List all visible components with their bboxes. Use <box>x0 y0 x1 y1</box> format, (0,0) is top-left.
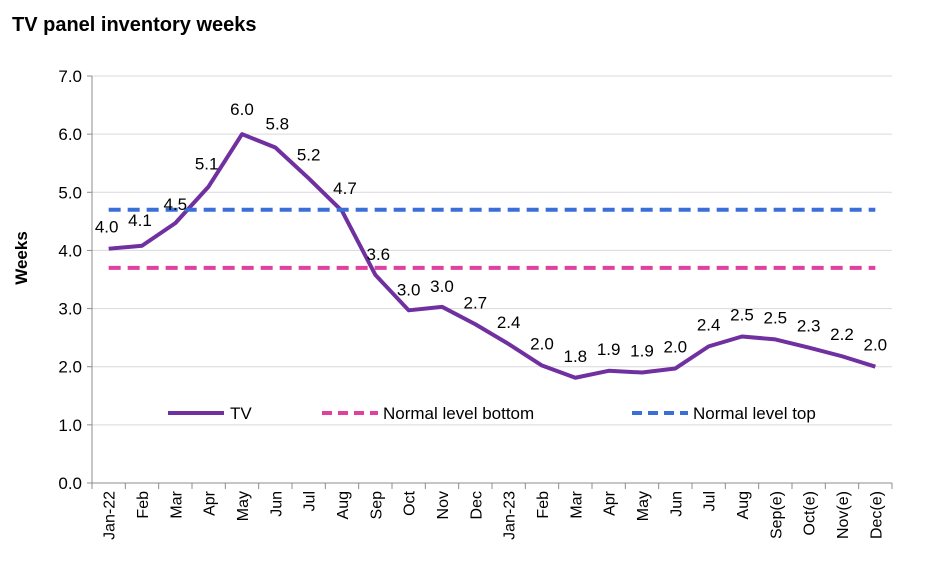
data-label: 2.5 <box>730 305 754 324</box>
data-label: 4.7 <box>333 179 357 198</box>
y-tick-label: 2.0 <box>58 358 82 377</box>
x-tick-label: Jan-22 <box>102 491 119 540</box>
axes <box>87 75 893 489</box>
x-tick-label: Jul <box>702 491 719 511</box>
data-label: 2.0 <box>530 335 554 354</box>
x-tick-label: Oct(e) <box>802 491 819 535</box>
x-tick-label: Feb <box>535 491 552 519</box>
x-tick-label: Jan-23 <box>502 491 519 540</box>
data-label: 2.4 <box>497 313 521 332</box>
data-label: 5.1 <box>195 154 219 173</box>
data-label: 1.8 <box>564 347 588 366</box>
data-label: 5.2 <box>297 145 321 164</box>
x-tick-label: Dec(e) <box>868 491 885 539</box>
legend-label: TV <box>230 404 252 423</box>
x-tick-label: Jun <box>668 491 685 517</box>
x-tick-label: Sep(e) <box>768 491 785 539</box>
legend: TV Normal level bottom Normal level top <box>168 404 816 423</box>
x-tick-label: Sep <box>368 491 385 520</box>
x-tick-label: Mar <box>168 490 185 518</box>
data-label: 2.4 <box>697 315 721 334</box>
series-line-0 <box>108 132 876 380</box>
x-tick-label: Dec <box>468 491 485 519</box>
data-label: 1.9 <box>597 340 621 359</box>
y-tick-label: 1.0 <box>58 416 82 435</box>
y-tick-label: 6.0 <box>58 125 82 144</box>
series-lines <box>108 132 876 380</box>
data-label: 2.3 <box>797 317 821 336</box>
data-label: 1.9 <box>630 342 654 361</box>
data-label: 2.2 <box>830 325 854 344</box>
x-tick-label: Apr <box>202 490 219 516</box>
data-label: 4.1 <box>128 211 152 230</box>
x-tick-label: Apr <box>602 490 619 516</box>
x-tick-label: Nov(e) <box>835 491 852 539</box>
x-tick-label: Feb <box>135 491 152 519</box>
y-tick-labels: 0.0 1.0 2.0 3.0 4.0 5.0 6.0 7.0 <box>58 67 82 493</box>
x-tick-label: Aug <box>735 491 752 519</box>
data-label: 2.0 <box>864 336 888 355</box>
legend-label: Normal level bottom <box>383 404 534 423</box>
x-tick-label: May <box>235 491 252 521</box>
x-tick-label: Jul <box>302 491 319 511</box>
y-tick-label: 7.0 <box>58 67 82 86</box>
y-tick-label: 5.0 <box>58 183 82 202</box>
x-tick-label: Aug <box>335 491 352 519</box>
x-tick-label: May <box>635 491 652 521</box>
data-labels: 4.0 4.1 4.5 5.1 6.0 5.8 5.2 4.7 3.6 3.0 3.0 2.7 2.4 2… <box>95 100 887 366</box>
data-label: 2.5 <box>764 308 788 327</box>
x-tick-labels: Jan-22 Feb Mar Apr May Jun Jul Aug Sep Oct Nov Dec J… <box>102 490 886 540</box>
data-label: 4.0 <box>95 218 119 237</box>
x-tick-label: Nov <box>435 491 452 519</box>
data-label: 4.5 <box>164 195 188 214</box>
data-label: 2.7 <box>464 293 488 312</box>
y-tick-label: 0.0 <box>58 474 82 493</box>
x-tick-label: Oct <box>402 490 419 515</box>
y-axis-label: Weeks <box>12 231 31 285</box>
data-label: 6.0 <box>230 100 254 119</box>
data-label: 3.0 <box>397 280 421 299</box>
data-label: 5.8 <box>266 115 290 134</box>
legend-label: Normal level top <box>693 404 816 423</box>
gridlines <box>92 75 892 426</box>
y-tick-label: 3.0 <box>58 300 82 319</box>
data-label: 2.0 <box>664 337 688 356</box>
x-tick-label: Jun <box>268 491 285 517</box>
data-label: 3.6 <box>367 245 391 264</box>
x-tick-label: Mar <box>568 490 585 518</box>
y-tick-label: 4.0 <box>58 241 82 260</box>
chart-title: TV panel inventory weeks <box>12 14 257 36</box>
data-label: 3.0 <box>430 277 454 296</box>
